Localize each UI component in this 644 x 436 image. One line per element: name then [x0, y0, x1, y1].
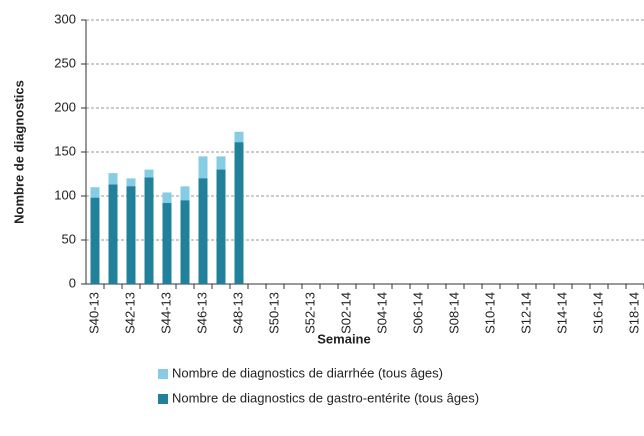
x-tick-label: S06-14 — [410, 292, 425, 334]
x-tick-label: S14-14 — [554, 292, 569, 334]
bar — [144, 177, 154, 284]
bar — [234, 142, 244, 284]
x-tick-label: S12-14 — [518, 292, 533, 334]
x-tick-label: S10-14 — [482, 292, 497, 334]
x-tick-label: S04-14 — [374, 292, 389, 334]
bar — [90, 197, 100, 284]
x-tick-label: S50-13 — [266, 292, 281, 334]
x-tick-label: S16-14 — [590, 292, 605, 334]
y-tick-label: 200 — [54, 99, 76, 114]
bar — [162, 203, 172, 284]
legend-label: Nombre de diagnostics de diarrhée (tous … — [172, 365, 443, 380]
x-tick-label: S18-14 — [626, 292, 641, 334]
x-axis-title: Semaine — [317, 331, 370, 346]
legend-swatch — [158, 369, 168, 379]
legend-swatch — [158, 394, 168, 404]
y-tick-label: 100 — [54, 187, 76, 202]
bar — [180, 200, 190, 284]
x-tick-label: S48-13 — [230, 292, 245, 334]
bar — [198, 178, 208, 284]
x-tick-label: S08-14 — [446, 292, 461, 334]
x-tick-label: S52-13 — [302, 292, 317, 334]
x-tick-label: S42-13 — [122, 292, 137, 334]
legend-label: Nombre de diagnostics de gastro-entérite… — [172, 390, 479, 405]
bar — [126, 186, 136, 284]
x-tick-label: S40-13 — [86, 292, 101, 334]
y-axis-title: Nombre de diagnostics — [11, 80, 26, 224]
x-tick-label: S02-14 — [338, 292, 353, 334]
bar — [108, 184, 118, 284]
y-tick-label: 0 — [69, 275, 76, 290]
x-tick-label: S46-13 — [194, 292, 209, 334]
bar — [216, 169, 226, 284]
x-tick-label: S44-13 — [158, 292, 173, 334]
y-tick-label: 300 — [54, 11, 76, 26]
y-tick-label: 150 — [54, 143, 76, 158]
y-tick-label: 250 — [54, 55, 76, 70]
y-tick-label: 50 — [62, 231, 76, 246]
